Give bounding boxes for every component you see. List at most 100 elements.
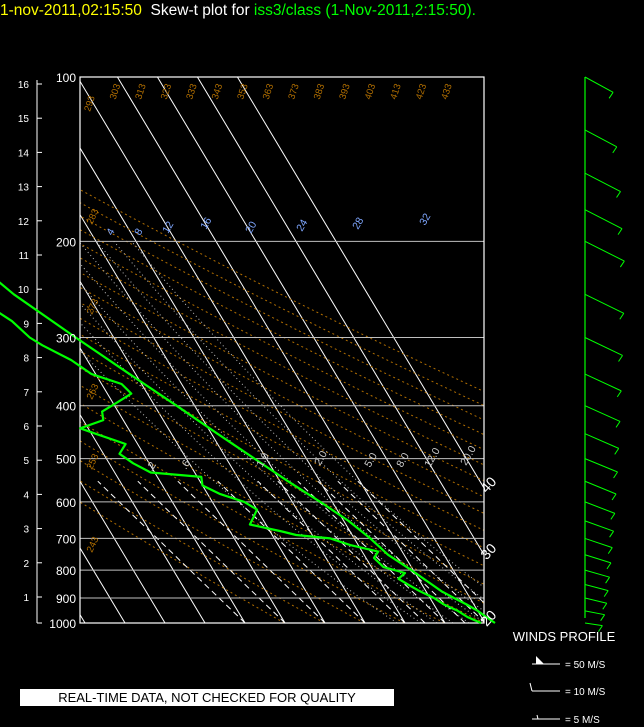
wind-barb-flag [618,355,623,362]
mixing-ratio-line [97,480,246,623]
moist-label: 12.0 [422,446,443,470]
mixing-ratio-label: 16 [198,215,214,231]
axis-labels: 1615141312111098765432110020030040050060… [18,71,500,631]
wind-barb-flag [597,625,603,632]
mixing-ratio-line [137,480,286,623]
mixing-ratio-line [297,480,446,623]
theta-label: 363 [261,82,276,100]
wind-barb [584,554,612,564]
wind-barb [584,537,613,549]
wind-barb-flag [606,562,612,570]
wind-barb [584,337,623,356]
wind-barb-flag [615,421,621,428]
wind-barb [584,373,622,392]
wind-barb [584,569,610,578]
wind-barb [584,293,625,314]
pressure-tick-label: 700 [56,532,76,546]
theta-label: 283 [85,207,102,226]
theta-label: 373 [286,82,301,100]
wind-barb-flag [603,590,609,597]
wind-barb [584,209,623,230]
wind-legend-item: = 50 M/S [532,656,606,671]
theta-label: 293 [82,94,97,112]
mixing-ratio-label: 8 [132,226,145,237]
title-station-time: (1-Nov-2011,2:15:50) [325,2,472,19]
pressure-tick-label: 600 [56,496,76,510]
theta-label: 323 [159,82,174,100]
wind-barb [584,129,617,148]
isotherm [80,213,326,623]
moist-adiabat [80,242,484,623]
wind-barb [584,610,605,616]
height-tick-label: 15 [18,114,30,125]
wind-barb-flag [609,530,615,538]
wind-legend-item: = 5 M/S [532,714,600,726]
dry-adiabat [80,189,484,393]
moist-label: 1.0 [254,451,272,470]
isotherm [196,77,484,556]
wind-barb-flag [612,146,618,154]
pressure-tick-label: 1000 [49,617,76,631]
theta-label: 413 [388,82,403,100]
title-time: 1-nov-2011,02:15:50 [0,2,142,19]
mixing-ratio-line [357,480,484,604]
pressure-tick-label: 500 [56,453,76,467]
theta-label: 393 [337,82,352,100]
mixing-ratio-line [217,480,366,623]
height-tick-label: 8 [23,354,29,365]
plot-title: 1-nov-2011,02:15:50 Skew-t plot for iss3… [0,2,644,24]
dry-adiabat [80,229,484,436]
plot-frame [36,76,485,624]
wind-barb-flag [608,92,614,99]
wind-profile-title: WINDS PROFILE [513,629,616,644]
height-tick-label: 9 [23,319,29,330]
wind-barb [584,501,616,514]
moist-label: 8.0 [394,451,412,470]
isotherm [80,80,406,623]
wind-barb-flag [613,471,618,479]
isotherm [156,77,484,623]
wind-barb-flag [602,603,608,610]
qc-notice: REAL-TIME DATA, NOT CHECKED FOR QUALITY [20,689,394,706]
dry-adiabat [80,350,484,567]
wind-barb-flag [605,576,611,584]
pressure-tick-label: 100 [56,71,76,85]
moist-adiabat [113,241,484,600]
pressure-tick-label: 300 [56,332,76,346]
height-tick-label: 6 [23,422,29,433]
wind-barb-flag [619,312,625,320]
theta-label: 353 [235,82,250,100]
dry-adiabat [80,333,484,549]
wind-barb [584,480,617,495]
dry-adiabat [80,271,484,482]
mixing-ratio-label: 12 [160,219,176,235]
wind-barb [584,583,609,592]
mixing-ratio-line [277,480,426,623]
theta-label: 313 [133,82,148,100]
wind-barb [584,520,614,532]
height-tick-label: 11 [19,251,30,262]
dry-adiabat [80,367,484,585]
temperature-trace [0,281,496,624]
mixing-ratio-line [337,480,484,623]
mixing-ratio-line [317,480,466,623]
isotherm [80,147,366,623]
dewpoint-trace [0,311,482,625]
height-tick-label: 2 [23,559,29,570]
height-tick-label: 7 [23,388,29,399]
wind-barb-flag [614,448,620,455]
theta-label: 253 [85,452,102,471]
wind-barb-flag [617,228,623,235]
moist-label: 20.0 [458,444,479,468]
wind-barb [584,458,618,473]
height-tick-label: 5 [23,456,29,467]
dry-adiabat [80,459,365,623]
wind-barb-flag [607,547,613,554]
wind-barb-flag [600,614,606,621]
isotherm [80,413,206,623]
isotherm [80,280,286,623]
wind-barb-flag [616,191,621,198]
isotherm [116,77,446,623]
isotherm [0,77,5,623]
